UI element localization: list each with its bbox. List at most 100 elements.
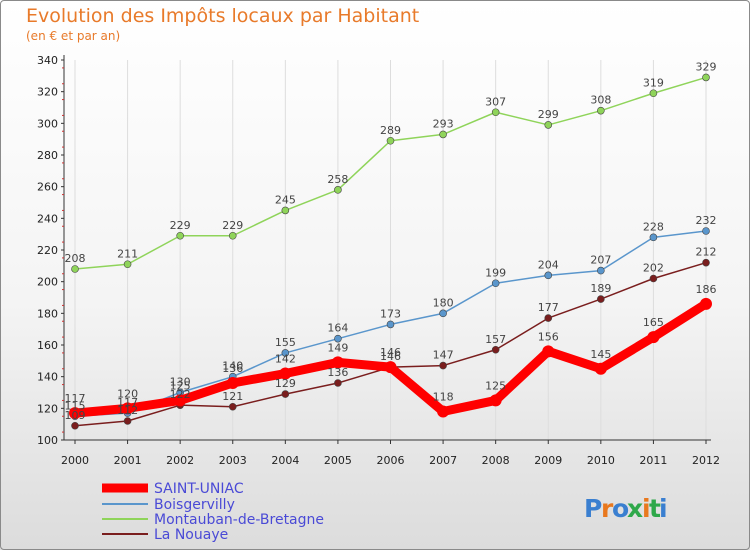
data-label: 199 xyxy=(485,266,506,279)
data-label: 157 xyxy=(485,333,506,346)
data-label: 117 xyxy=(65,392,86,405)
data-label: 173 xyxy=(380,307,401,320)
y-tick-label: 140 xyxy=(37,371,58,384)
data-point xyxy=(700,297,712,310)
data-point xyxy=(386,136,395,145)
y-tick-label: 120 xyxy=(37,402,58,415)
x-tick-label: 2009 xyxy=(534,454,562,467)
data-point xyxy=(437,405,450,418)
y-tick-label: 340 xyxy=(37,54,58,67)
data-label: 228 xyxy=(643,220,664,233)
data-label: 289 xyxy=(380,124,401,137)
x-tick-label: 2012 xyxy=(692,454,720,467)
data-point xyxy=(386,320,395,329)
data-point xyxy=(281,349,290,357)
data-point xyxy=(228,231,237,240)
data-label: 329 xyxy=(696,60,717,73)
logo-letter: o xyxy=(612,494,629,523)
data-label: 177 xyxy=(538,301,559,314)
data-label: 299 xyxy=(538,108,559,121)
data-point xyxy=(123,417,132,425)
data-point xyxy=(702,258,710,267)
data-point xyxy=(228,402,237,411)
data-point xyxy=(439,309,447,318)
chart-title: Evolution des Impôts locaux par Habitant xyxy=(26,5,419,27)
data-point xyxy=(439,130,447,139)
data-point xyxy=(174,394,187,407)
x-tick-label: 2010 xyxy=(587,454,615,467)
data-point xyxy=(544,121,553,129)
y-tick-label: 220 xyxy=(37,244,58,257)
data-point xyxy=(279,367,292,380)
data-label: 204 xyxy=(538,258,559,271)
data-point xyxy=(123,260,132,269)
data-point xyxy=(281,206,290,215)
data-point xyxy=(439,361,447,370)
x-tick-label: 2007 xyxy=(429,454,457,467)
data-point xyxy=(71,265,79,273)
data-labels: 208 211 229 229 245 258 289 293 307 299 308 319 329 1… xyxy=(65,60,717,421)
legend: SAINT-UNIACBoisgervillyMontauban-de-Bret… xyxy=(102,481,324,543)
x-tick-label: 2011 xyxy=(639,454,667,467)
data-label: 319 xyxy=(643,76,664,89)
data-label: 115 xyxy=(65,399,86,412)
data-point xyxy=(226,377,239,389)
data-point xyxy=(597,266,605,275)
y-tick-label: 280 xyxy=(37,149,58,162)
data-label: 232 xyxy=(696,214,717,227)
data-point xyxy=(334,334,342,343)
data-label: 122 xyxy=(170,388,191,401)
data-label: 142 xyxy=(275,353,296,366)
data-point xyxy=(649,89,658,98)
data-point xyxy=(649,233,658,242)
data-label: 207 xyxy=(590,254,611,267)
data-label: 129 xyxy=(275,377,296,390)
data-label: 149 xyxy=(327,341,348,354)
data-label: 121 xyxy=(222,390,243,403)
legend-label: La Nouaye xyxy=(154,527,228,543)
logo-letter: i xyxy=(642,494,651,523)
data-point xyxy=(334,186,342,194)
data-label: 147 xyxy=(433,349,454,362)
data-point xyxy=(176,231,184,240)
data-point xyxy=(702,227,710,235)
data-label: 109 xyxy=(65,409,86,422)
data-label: 208 xyxy=(65,252,86,265)
data-label: 211 xyxy=(117,247,138,260)
data-point xyxy=(71,421,79,430)
y-tick-label: 100 xyxy=(37,434,58,447)
data-label: 202 xyxy=(643,262,664,275)
data-label: 136 xyxy=(327,366,348,379)
x-tick-label: 2008 xyxy=(482,454,510,467)
data-point xyxy=(491,279,500,288)
data-label: 155 xyxy=(275,336,296,349)
data-label: 156 xyxy=(538,330,559,343)
legend-label: SAINT-UNIAC xyxy=(154,481,244,497)
logo-letter: P xyxy=(584,494,602,523)
data-label: 308 xyxy=(590,94,611,107)
logo-letter: t xyxy=(649,494,661,523)
data-label: 125 xyxy=(485,379,506,392)
data-label: 180 xyxy=(433,296,454,309)
data-label: 212 xyxy=(696,246,717,259)
data-label: 258 xyxy=(327,173,348,186)
data-label: 117 xyxy=(117,396,138,409)
data-label: 120 xyxy=(117,387,138,400)
x-tick-label: 2003 xyxy=(219,454,247,467)
data-point xyxy=(649,274,658,283)
data-point xyxy=(281,390,290,398)
data-label: 145 xyxy=(590,348,611,361)
axes: 100 120 140 160 180 200 220 240 260 280 300 320 340 2… xyxy=(37,54,720,467)
y-tick-label: 260 xyxy=(37,181,58,194)
x-tick-label: 2000 xyxy=(61,454,89,467)
data-label: 293 xyxy=(433,117,454,130)
data-label: 186 xyxy=(696,283,717,296)
logo-letter: i xyxy=(659,494,668,523)
data-label: 140 xyxy=(222,360,243,373)
data-point xyxy=(594,362,607,375)
data-point xyxy=(647,331,660,344)
data-point xyxy=(542,345,555,358)
data-label: 229 xyxy=(222,219,243,232)
legend-label: Montauban-de-Bretagne xyxy=(154,512,324,528)
data-point xyxy=(491,108,500,117)
